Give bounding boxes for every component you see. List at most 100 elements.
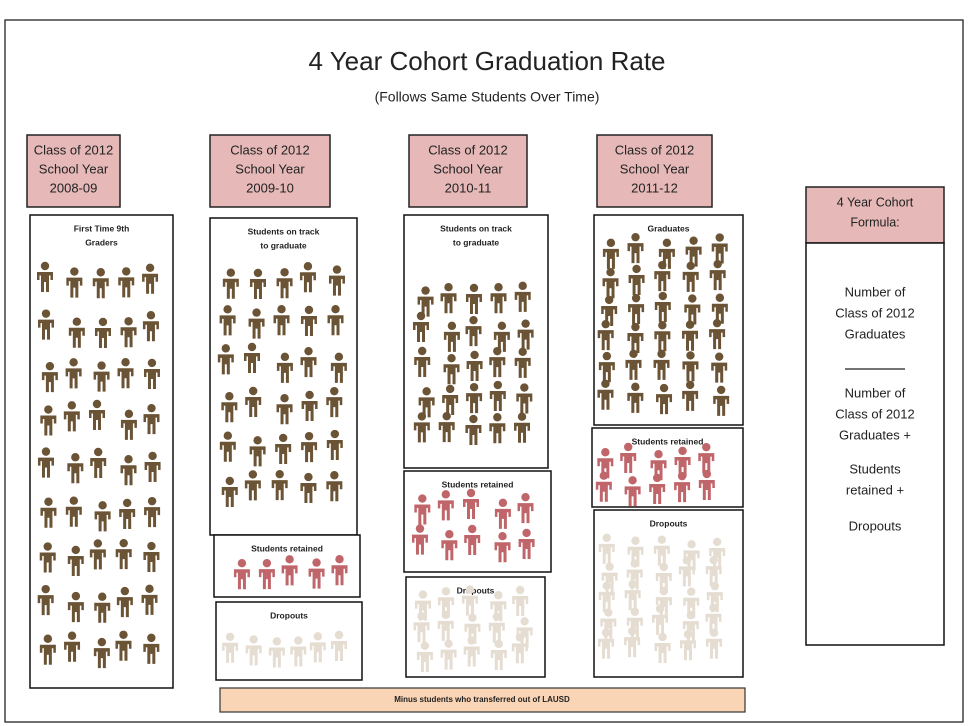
person-body bbox=[41, 372, 58, 393]
person-body bbox=[461, 595, 478, 616]
person-icon bbox=[597, 319, 614, 351]
person-icon bbox=[67, 591, 84, 623]
person-body bbox=[414, 504, 431, 525]
person-icon bbox=[656, 383, 673, 415]
person-body bbox=[141, 594, 158, 615]
person-head bbox=[97, 361, 106, 370]
person-head bbox=[69, 496, 79, 505]
person-icon bbox=[682, 261, 699, 292]
person-head bbox=[713, 259, 722, 269]
person-body bbox=[489, 357, 506, 378]
person-head bbox=[305, 390, 314, 400]
person-head bbox=[654, 450, 663, 459]
person-head bbox=[147, 358, 157, 368]
column-header: 2009-10 bbox=[246, 180, 294, 195]
person-head bbox=[67, 401, 77, 410]
person-body bbox=[92, 278, 109, 299]
person-body bbox=[438, 422, 455, 443]
person-body bbox=[656, 394, 673, 415]
person-body bbox=[512, 596, 529, 617]
person-head bbox=[277, 304, 286, 314]
person-icon bbox=[489, 413, 506, 444]
person-head bbox=[43, 634, 53, 643]
person-icon bbox=[598, 581, 615, 612]
person-icon bbox=[37, 261, 53, 292]
person-icon bbox=[268, 637, 285, 668]
person-icon bbox=[116, 586, 133, 618]
person-icon bbox=[489, 346, 506, 378]
person-head bbox=[630, 607, 640, 616]
person-body bbox=[517, 329, 534, 350]
person-icon bbox=[624, 579, 641, 611]
person-head bbox=[280, 268, 289, 277]
person-icon bbox=[490, 639, 507, 670]
person-icon bbox=[595, 471, 612, 502]
person-icon bbox=[437, 587, 454, 618]
person-head bbox=[709, 555, 718, 565]
group-box bbox=[591, 427, 744, 508]
person-body bbox=[628, 274, 645, 295]
person-icon bbox=[143, 541, 160, 573]
person-icon bbox=[326, 471, 343, 502]
person-head bbox=[225, 632, 235, 641]
person-head bbox=[599, 471, 609, 480]
person-body bbox=[326, 481, 343, 502]
person-head bbox=[67, 631, 77, 640]
person-head bbox=[69, 358, 78, 367]
person-body bbox=[65, 506, 82, 527]
person-head bbox=[657, 349, 666, 359]
person-head bbox=[272, 637, 282, 646]
person-body bbox=[39, 552, 56, 573]
person-icon bbox=[248, 308, 265, 339]
group-label: Students retained bbox=[442, 479, 514, 489]
person-body bbox=[40, 415, 57, 436]
column-header: School Year bbox=[620, 161, 690, 176]
person-icon bbox=[219, 305, 236, 336]
person-icon bbox=[245, 635, 262, 666]
person-body bbox=[40, 507, 57, 528]
person-head bbox=[469, 283, 479, 293]
person-body bbox=[511, 643, 528, 664]
person-head bbox=[520, 383, 529, 392]
person-icon bbox=[627, 322, 644, 354]
person-body bbox=[94, 511, 111, 532]
person-icon bbox=[144, 496, 161, 528]
person-icon bbox=[117, 357, 134, 389]
person-head bbox=[225, 392, 234, 401]
person-icon bbox=[654, 260, 671, 292]
person-icon bbox=[705, 603, 722, 634]
formula-denominator: Students bbox=[849, 461, 901, 476]
person-icon bbox=[120, 455, 137, 486]
person-icon bbox=[441, 530, 458, 561]
person-body bbox=[120, 419, 137, 440]
person-body bbox=[413, 622, 430, 643]
person-head bbox=[493, 380, 503, 390]
person-head bbox=[120, 586, 130, 596]
person-body bbox=[417, 296, 434, 317]
person-head bbox=[712, 537, 722, 547]
person-head bbox=[253, 268, 263, 278]
person-head bbox=[468, 524, 477, 534]
group-label: Students retained bbox=[632, 436, 704, 446]
person-head bbox=[709, 603, 718, 612]
person-head bbox=[331, 305, 340, 314]
person-body bbox=[301, 400, 318, 421]
person-icon bbox=[674, 471, 691, 503]
person-icon bbox=[440, 639, 457, 670]
subtitle: (Follows Same Students Over Time) bbox=[375, 89, 600, 105]
person-head bbox=[304, 346, 313, 356]
person-body bbox=[685, 246, 702, 267]
person-head bbox=[687, 587, 696, 596]
group-box bbox=[403, 470, 552, 573]
person-body bbox=[711, 243, 728, 264]
person-body bbox=[144, 461, 161, 482]
person-body bbox=[66, 277, 83, 298]
person-body bbox=[144, 507, 161, 528]
person-head bbox=[518, 281, 527, 291]
person-head bbox=[657, 535, 667, 544]
person-icon bbox=[465, 414, 482, 446]
person-body bbox=[624, 590, 641, 611]
person-body bbox=[271, 480, 288, 501]
person-icon bbox=[443, 321, 460, 352]
person-body bbox=[411, 534, 428, 555]
